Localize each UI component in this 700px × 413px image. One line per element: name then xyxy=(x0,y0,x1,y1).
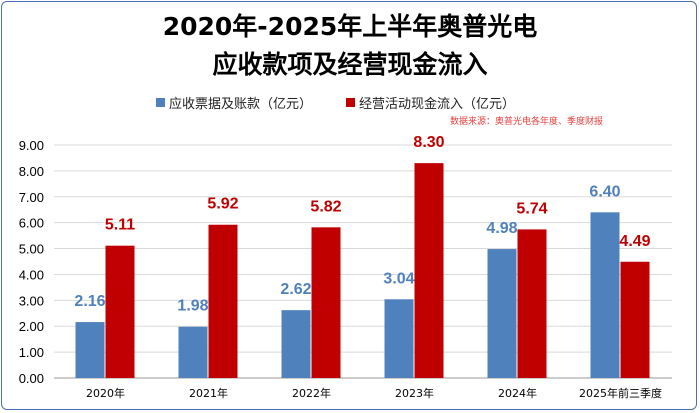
x-tick-label: 2024年 xyxy=(498,386,537,400)
data-label-cash-inflow: 8.30 xyxy=(413,134,444,151)
bar-cash-inflow xyxy=(105,245,135,378)
bar-receivables xyxy=(281,310,311,378)
bar-receivables xyxy=(384,299,414,378)
bar-cash-inflow xyxy=(517,229,547,378)
y-tick-label: 5.00 xyxy=(19,242,44,257)
data-label-receivables: 1.98 xyxy=(177,298,208,315)
legend-item-receivables: 应收票据及账款（亿元） xyxy=(156,93,312,112)
legend-label-cash-inflow: 经营活动现金流入（亿元） xyxy=(359,97,516,112)
x-tick-label: 2025年前三季度 xyxy=(579,386,662,400)
bar-cash-inflow xyxy=(620,261,650,378)
legend-swatch-receivables xyxy=(156,98,165,107)
data-label-cash-inflow: 5.92 xyxy=(207,196,238,213)
bar-cash-inflow xyxy=(414,163,444,378)
y-tick-label: 6.00 xyxy=(19,216,44,231)
y-tick-label: 4.00 xyxy=(19,267,44,282)
y-tick-label: 0.00 xyxy=(19,371,44,386)
chart-title-line2: 应收款项及经营现金流入 xyxy=(212,50,488,79)
bar-cash-inflow xyxy=(311,227,341,378)
x-tick-label: 2023年 xyxy=(395,386,434,400)
legend-swatch-cash-inflow xyxy=(346,98,356,107)
data-label-receivables: 2.16 xyxy=(74,293,105,310)
chart-legend: 应收票据及账款（亿元） 经营活动现金流入（亿元） xyxy=(156,93,549,112)
y-tick-label: 3.00 xyxy=(19,293,44,308)
y-tick-label: 7.00 xyxy=(19,190,44,205)
y-tick-label: 9.00 xyxy=(19,138,44,153)
x-tick-label: 2020年 xyxy=(86,386,125,400)
chart-title-line1: 2020年-2025年上半年奥普光电 xyxy=(162,12,538,41)
bar-receivables xyxy=(75,322,105,378)
y-tick-label: 2.00 xyxy=(19,319,44,334)
data-label-receivables: 2.62 xyxy=(280,281,311,298)
data-label-cash-inflow: 5.74 xyxy=(516,200,547,217)
y-tick-label: 8.00 xyxy=(19,164,44,179)
data-label-receivables: 3.04 xyxy=(383,270,414,287)
data-label-receivables: 6.40 xyxy=(589,183,620,200)
data-label-cash-inflow: 5.82 xyxy=(310,198,341,215)
data-source-note: 数据来源：奥普光电各年度、季度财报 xyxy=(450,117,604,127)
legend-item-cash-inflow: 经营活动现金流入（亿元） xyxy=(346,93,515,112)
bar-receivables xyxy=(487,249,517,378)
data-label-receivables: 4.98 xyxy=(486,220,517,237)
bar-cash-inflow xyxy=(208,224,238,378)
data-label-cash-inflow: 4.49 xyxy=(619,233,650,250)
data-label-cash-inflow: 5.11 xyxy=(105,217,135,234)
y-tick-label: 1.00 xyxy=(19,345,44,360)
legend-label-receivables: 应收票据及账款（亿元） xyxy=(169,97,313,112)
bar-receivables xyxy=(590,212,620,378)
x-tick-label: 2022年 xyxy=(292,386,331,400)
bar-receivables xyxy=(178,326,208,378)
x-tick-label: 2021年 xyxy=(189,386,228,400)
